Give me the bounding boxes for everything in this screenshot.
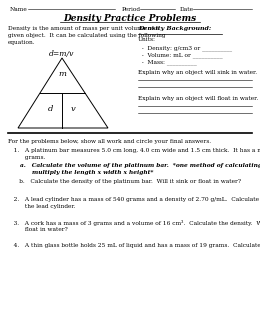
Text: -  Volume: mL or __________: - Volume: mL or __________ [138,52,223,57]
Text: 3.   A cork has a mass of 3 grams and a volume of 16 cm³.  Calculate the density: 3. A cork has a mass of 3 grams and a vo… [8,220,260,226]
Text: For the problems below, show all work and circle your final answers.: For the problems below, show all work an… [8,139,211,144]
Text: Density Background:: Density Background: [138,26,211,31]
Text: a.   Calculate the volume of the platinum bar.  *one method of calculating volum: a. Calculate the volume of the platinum … [8,163,260,168]
Text: 4.   A thin glass bottle holds 25 mL of liquid and has a mass of 19 grams.  Calc: 4. A thin glass bottle holds 25 mL of li… [8,243,260,248]
Text: m: m [58,70,66,78]
Text: Period: Period [122,7,141,12]
Text: b.   Calculate the density of the platinum bar.  Will it sink or float in water?: b. Calculate the density of the platinum… [8,179,241,184]
Text: Density is the amount of mass per unit volume of a
given object.  It can be calc: Density is the amount of mass per unit v… [8,26,166,45]
Text: d: d [48,105,54,113]
Text: the lead cylinder.: the lead cylinder. [8,204,75,209]
Text: Units:: Units: [138,37,156,42]
Text: float in water?: float in water? [8,227,68,232]
Text: grams.: grams. [8,155,46,160]
Text: -  Mass: __________: - Mass: __________ [138,59,197,65]
Text: 2.   A lead cylinder has a mass of 540 grams and a density of 2.70 g/mL.  Calcul: 2. A lead cylinder has a mass of 540 gra… [8,197,260,202]
Text: multiply the length x width x height*: multiply the length x width x height* [8,170,153,175]
Text: 1.   A platinum bar measures 5.0 cm long, 4.0 cm wide and 1.5 cm thick.  It has : 1. A platinum bar measures 5.0 cm long, … [8,148,260,153]
Text: Explain why an object will sink in water.: Explain why an object will sink in water… [138,70,257,75]
Text: Name: Name [10,7,28,12]
Text: Date: Date [180,7,194,12]
Text: Explain why an object will float in water.: Explain why an object will float in wate… [138,96,258,101]
Text: -  Density: g/cm3 or __________: - Density: g/cm3 or __________ [138,45,232,51]
Text: v: v [71,105,76,113]
Text: d=m/v: d=m/v [49,50,75,58]
Text: Density Practice Problems: Density Practice Problems [63,14,197,23]
